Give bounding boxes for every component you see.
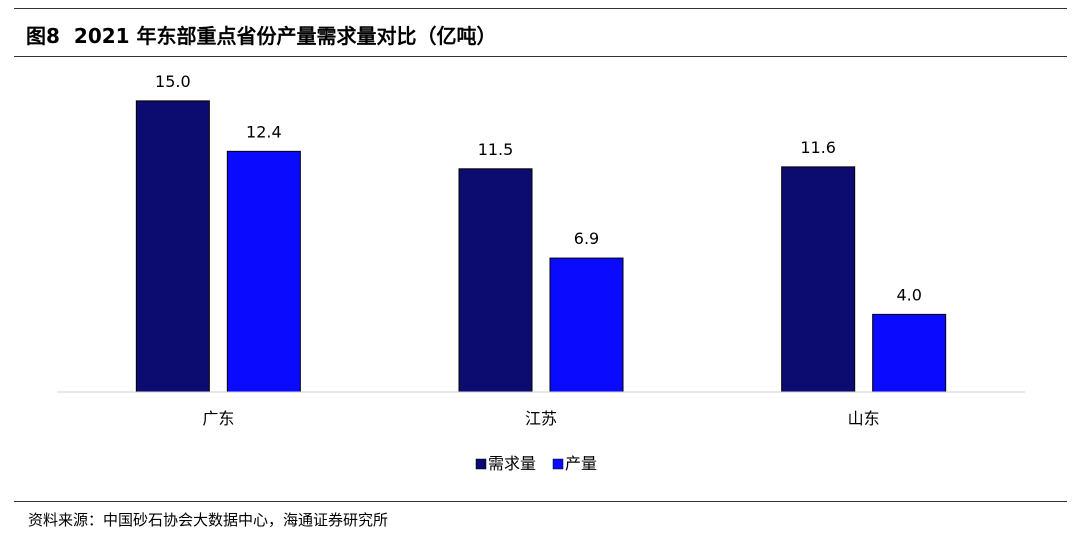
legend: 需求量 产量 (475, 454, 597, 473)
bar-demand-2 (781, 166, 856, 393)
legend-swatch (475, 458, 487, 470)
category-label: 江苏 (525, 409, 557, 428)
title-rule (14, 56, 1067, 57)
bar-production-0 (226, 150, 301, 393)
bar-chart: 15.0 12.4 11.5 6.9 11.6 4.0 广东 江苏 山东 需求量 产量 (57, 72, 1025, 473)
figure-label: 图8 (26, 24, 60, 48)
legend-label: 需求量 (488, 454, 536, 473)
data-label: 11.6 (800, 138, 836, 157)
data-label: 6.9 (574, 229, 599, 248)
page-title: 图8 2021 年东部重点省份产量需求量对比（亿吨） (26, 20, 497, 49)
bar-production-2 (872, 313, 947, 393)
category-label: 广东 (202, 409, 234, 428)
category-label: 山东 (848, 409, 880, 428)
data-label: 11.5 (478, 140, 514, 159)
bar-demand-0 (135, 100, 210, 393)
data-label: 4.0 (896, 285, 921, 304)
top-rule (14, 8, 1067, 9)
legend-swatch (552, 458, 564, 470)
bar-production-1 (549, 257, 624, 393)
legend-label: 产量 (565, 454, 597, 473)
data-label: 15.0 (155, 72, 191, 91)
source-note: 资料来源：中国砂石协会大数据中心，海通证券研究所 (28, 511, 389, 529)
bottom-rule (14, 501, 1067, 502)
chart-title: 2021 年东部重点省份产量需求量对比（亿吨） (73, 24, 497, 48)
category-labels-group: 广东 江苏 山东 (202, 409, 879, 428)
bar-demand-1 (458, 168, 533, 393)
data-label: 12.4 (246, 122, 282, 141)
bars-group: 15.0 12.4 11.5 6.9 11.6 4.0 (135, 72, 947, 393)
